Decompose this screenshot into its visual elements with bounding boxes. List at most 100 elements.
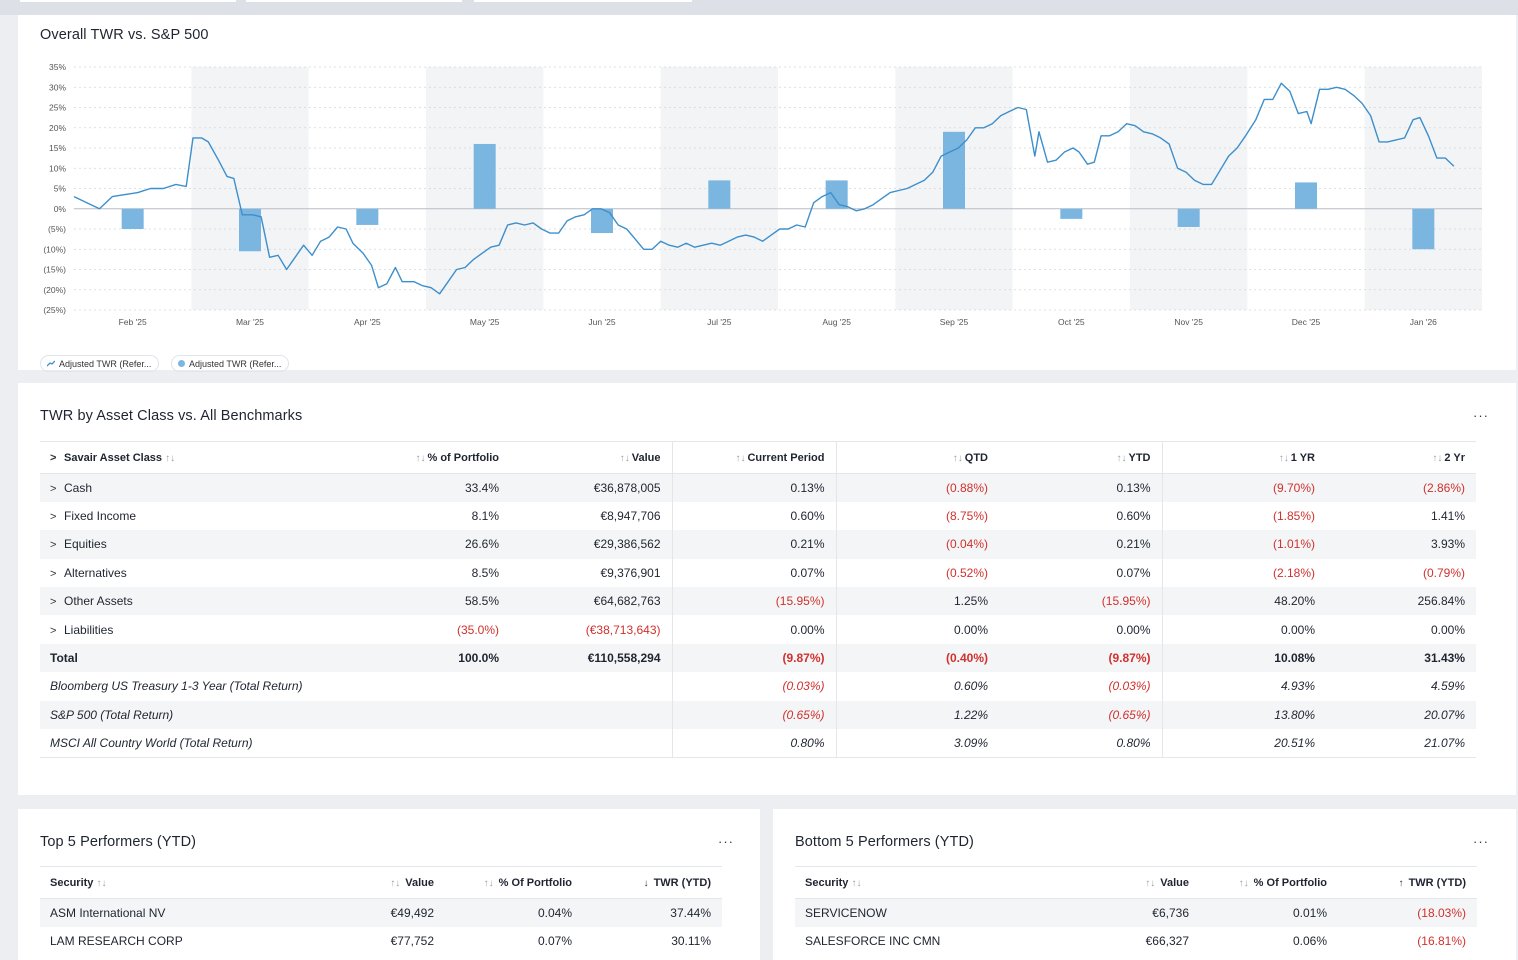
chevron-right-icon[interactable]: > <box>50 567 57 580</box>
sort-icon[interactable]: ↑↓ <box>1145 877 1156 889</box>
pct-portfolio-cell: 0.06% <box>1292 934 1327 949</box>
chevron-right-icon[interactable]: > <box>50 511 57 524</box>
chevron-right-icon[interactable]: > <box>50 624 57 637</box>
asset-class-name[interactable]: > Liabilities <box>40 615 365 643</box>
col-pct-portfolio[interactable]: ↑↓% of Portfolio <box>365 441 510 474</box>
bar-mark[interactable] <box>591 208 613 234</box>
tab-indicator[interactable] <box>474 0 692 2</box>
more-options-button[interactable]: ··· <box>1473 834 1489 849</box>
col-2yr[interactable]: ↑↓ 2 Yr <box>1326 441 1476 474</box>
x-tick-label: Oct '25 <box>1058 317 1085 327</box>
bar-mark[interactable] <box>1295 182 1317 209</box>
col-security[interactable]: Security ↑↓ <box>795 866 1090 899</box>
col-twr[interactable]: ↓ TWR (YTD) <box>583 866 722 899</box>
chevron-right-icon[interactable]: > <box>50 451 57 464</box>
sort-icon[interactable]: ↑↓ <box>1238 877 1249 889</box>
bar-mark[interactable] <box>943 131 965 209</box>
sort-icon[interactable]: ↑↓ <box>415 452 426 464</box>
asset-class-name[interactable]: > Alternatives <box>40 559 365 587</box>
table-row[interactable]: > Equities 26.6% €29,386,562 0.21% (0.04%) 0.2… <box>40 530 1476 559</box>
bar-mark[interactable] <box>708 180 731 209</box>
col-asset-class[interactable]: > Savair Asset Class ↑↓ <box>40 441 365 474</box>
bar-mark[interactable] <box>1177 208 1200 227</box>
sort-icon[interactable]: ↑↓ <box>1116 452 1127 464</box>
col-current-period[interactable]: ↑↓ Current Period <box>672 441 837 474</box>
security-name-cell: ASM International NV <box>40 898 335 927</box>
table-row[interactable]: ASM International NV €49,492 0.04% 37.44% <box>40 898 722 927</box>
sort-icon[interactable]: ↑↓ <box>851 877 862 889</box>
bar-mark[interactable] <box>239 208 261 252</box>
bar-mark[interactable] <box>356 208 379 225</box>
more-options-button[interactable]: ··· <box>1473 408 1489 423</box>
asset-class-title: TWR by Asset Class vs. All Benchmarks <box>40 408 303 424</box>
value-cell: €36,878,005 <box>510 473 673 502</box>
asset-class-name[interactable]: > Fixed Income <box>40 502 365 530</box>
value-cell: €77,752 <box>390 934 434 949</box>
table-row[interactable]: SERVICENOW €6,736 0.01% (18.03%) <box>795 898 1477 927</box>
y-tick-label: 20% <box>49 123 66 133</box>
sort-icon[interactable]: ↑↓ <box>390 877 401 889</box>
table-row[interactable]: LAM RESEARCH CORP €77,752 0.07% 30.11% <box>40 927 722 955</box>
legend-bar-series[interactable]: Adjusted TWR (Refer... <box>171 355 290 372</box>
sort-icon[interactable]: ↑↓ <box>165 452 176 464</box>
chevron-right-icon[interactable]: > <box>50 539 57 552</box>
y-tick-label: 10% <box>49 163 66 173</box>
sort-icon[interactable]: ↑↓ <box>1278 452 1289 464</box>
qtd-cell: 3.09% <box>836 729 999 758</box>
table-row[interactable]: SALESFORCE INC CMN €66,327 0.06% (16.81%) <box>795 927 1477 955</box>
asset-class-name[interactable]: > Cash <box>40 473 365 502</box>
col-1yr[interactable]: ↑↓ 1 YR <box>1162 441 1326 474</box>
table-row[interactable]: > Fixed Income 8.1% €8,947,706 0.60% (8.75%) 0… <box>40 501 1476 531</box>
legend-line-series[interactable]: Adjusted TWR (Refer... <box>40 355 160 372</box>
table-header-row: Security ↑↓ ↑↓ Value ↑↓ % Of Portfolio ↑… <box>795 866 1477 899</box>
security-name-cell: SERVICENOW <box>795 898 1090 927</box>
one-yr-cell: (1.85%) <box>1272 509 1315 524</box>
col-pct-portfolio[interactable]: ↑↓ % Of Portfolio <box>1200 866 1338 899</box>
asset-class-label: Cash <box>64 480 93 495</box>
sort-icon[interactable]: ↑↓ <box>1432 452 1443 464</box>
table-row[interactable]: > Alternatives 8.5% €9,376,901 0.07% (0.52%) 0… <box>40 558 1476 588</box>
more-options-button[interactable]: ··· <box>718 834 734 849</box>
sort-desc-icon[interactable]: ↓ <box>643 877 649 889</box>
bar-mark[interactable] <box>473 143 496 209</box>
chevron-right-icon[interactable]: > <box>50 596 57 609</box>
one-yr-cell: 4.93% <box>1280 679 1315 694</box>
bar-mark[interactable] <box>825 180 848 209</box>
sort-icon[interactable]: ↑↓ <box>483 877 494 889</box>
y-tick-label: 35% <box>49 62 66 72</box>
chevron-right-icon[interactable]: > <box>50 482 57 495</box>
col-twr[interactable]: ↑ TWR (YTD) <box>1338 866 1477 899</box>
table-row[interactable]: > Liabilities (35.0%) (€38,713,643) 0.00% 0.0… <box>40 615 1476 644</box>
col-value[interactable]: ↑↓ Value <box>1090 866 1200 899</box>
col-qtd[interactable]: ↑↓ QTD <box>836 441 999 474</box>
sort-icon[interactable]: ↑↓ <box>619 452 630 464</box>
tab-indicator[interactable] <box>246 0 462 2</box>
sort-icon[interactable]: ↑↓ <box>96 877 107 889</box>
twr-chart-card: Overall TWR vs. S&P 500 35% 30% 25% 20% 15% 1… <box>18 15 1516 372</box>
col-ytd[interactable]: ↑↓ YTD <box>999 441 1163 474</box>
asset-class-table: > Savair Asset Class ↑↓ ↑↓% of Portfolio … <box>40 441 1476 758</box>
asset-class-name[interactable]: > Equities <box>40 530 365 559</box>
two-yr-cell: 21.07% <box>1326 729 1476 758</box>
bar-mark[interactable] <box>1412 208 1435 250</box>
x-tick-label: Jun '25 <box>588 317 615 327</box>
table-header-row: Security ↑↓ ↑↓ Value ↑↓ % Of Portfolio ↓… <box>40 866 722 899</box>
table-row[interactable]: > Cash 33.4% €36,878,005 0.13% (0.88%) 0.13% (9… <box>40 473 1476 502</box>
col-security[interactable]: Security ↑↓ <box>40 866 335 899</box>
table-row[interactable]: > Other Assets 58.5% €64,682,763 (15.95%) 1.2… <box>40 587 1476 616</box>
col-value[interactable]: ↑↓ Value <box>335 866 445 899</box>
asset-class-card: TWR by Asset Class vs. All Benchmarks ··… <box>18 383 1516 795</box>
sort-icon[interactable]: ↑↓ <box>735 452 746 464</box>
legend-label: Adjusted TWR (Refer... <box>189 358 282 369</box>
col-pct-portfolio[interactable]: ↑↓ % Of Portfolio <box>445 866 583 899</box>
col-value[interactable]: ↑↓ Value <box>510 441 673 474</box>
line-series-path[interactable] <box>73 82 1455 295</box>
y-tick-label: (10%) <box>43 244 66 254</box>
bar-mark[interactable] <box>121 208 144 229</box>
asset-class-name[interactable]: > Other Assets <box>40 587 365 616</box>
ytd-cell: (9.87%) <box>999 643 1163 673</box>
tab-indicator[interactable] <box>20 0 236 2</box>
bar-mark[interactable] <box>1060 208 1083 219</box>
sort-asc-icon[interactable]: ↑ <box>1398 877 1404 889</box>
sort-icon[interactable]: ↑↓ <box>952 452 963 464</box>
